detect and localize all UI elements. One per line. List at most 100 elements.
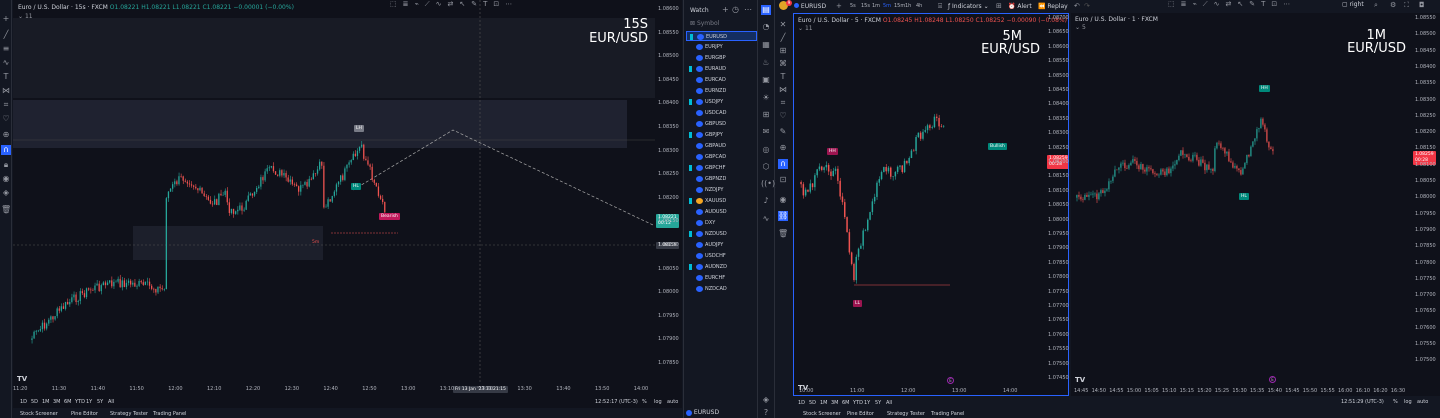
watchlist-row-eurgbp[interactable]: EURGBP (686, 53, 757, 63)
right-price-axis[interactable]: 1.08550 1.08500 1.08450 1.08400 1.08350 1.083… (1412, 13, 1440, 383)
watchlist-row-nzdjpy[interactable]: NZDJPY (686, 185, 757, 195)
range-1y[interactable]: 1Y (86, 399, 93, 405)
watchlist-row-usdcad[interactable]: USDCAD (686, 108, 757, 118)
crosshair-icon[interactable]: + (2, 14, 10, 23)
range-all[interactable]: All (886, 400, 893, 406)
r-path-icon[interactable]: ∿ (1213, 0, 1226, 8)
trend-icon[interactable]: ∿ (762, 214, 770, 223)
lock-icon[interactable]: 🔒︎ (3, 160, 9, 169)
tab-stock-screener[interactable]: Stock Screener (20, 411, 58, 417)
r-more-icon[interactable]: ⋯ (1283, 0, 1297, 8)
right-auto-toggle[interactable]: auto (1417, 399, 1429, 405)
layout-name[interactable]: ▢ right (1342, 1, 1364, 8)
draw-cursor-icon[interactable]: ↖ (459, 0, 472, 8)
alerts-sidebar-icon[interactable]: ◔ (762, 22, 770, 31)
range-3m[interactable]: 3M (53, 399, 61, 405)
timeframe-15s[interactable]: 15s (861, 3, 870, 9)
timeframe-5m[interactable]: 5m (883, 3, 892, 9)
prediction-icon[interactable]: ⋈ (2, 86, 10, 95)
watchlist-row-nzdcad[interactable]: NZDCAD (686, 284, 757, 294)
indicators-button[interactable]: ƒ Indicators ⌄ (948, 3, 989, 10)
draw-ray-icon[interactable]: ⟋ (424, 0, 436, 8)
right-time-axis[interactable]: 14:45 14:50 14:55 15:00 15:05 15:10 15:15 15:20… (1071, 386, 1412, 396)
r-fib-icon[interactable]: ≣ (1180, 0, 1193, 8)
draw-lock-icon[interactable]: ⊡ (493, 0, 506, 8)
camera-icon[interactable]: ◘ (1419, 1, 1425, 9)
watchlist-row-usdjpy[interactable]: USDJPY (686, 97, 757, 107)
streams-icon[interactable]: ⊞ (762, 110, 770, 119)
mid-trash-icon[interactable]: 🗑︎ (778, 229, 789, 238)
range-5d[interactable]: 5D (31, 399, 39, 405)
left-indicators-toggle[interactable]: ⌄ 11 (18, 13, 33, 20)
mid-indicators-toggle[interactable]: ⌄ 11 (798, 25, 813, 32)
watchlist-footer[interactable]: EURUSD (686, 409, 756, 418)
watchlist-row-eurchf[interactable]: EURCHF (686, 273, 757, 283)
mid-ruler-icon[interactable]: ⌗ (780, 98, 786, 107)
watchlist-row-gbpaud[interactable]: GBPAUD (686, 141, 757, 151)
draw-rect-icon[interactable]: ⬚ (390, 0, 403, 8)
watchlist-row-gbpcad[interactable]: GBPCAD (686, 152, 757, 162)
watchlist-row-audjpy[interactable]: AUDJPY (686, 240, 757, 250)
text-icon[interactable]: T (3, 72, 9, 81)
mid-heart-icon[interactable]: ♡ (779, 111, 787, 120)
left-time-axis[interactable]: 11:20 11:30 11:40 11:50 12:00 12:10 12:20 12:30… (13, 384, 655, 394)
mid-event-icon[interactable]: E (947, 377, 954, 384)
undo-icon[interactable]: ↶ (1074, 2, 1080, 10)
tab-stock-screener-2[interactable]: Stock Screener (803, 411, 841, 417)
chart-type-icon[interactable]: ⌸ (938, 2, 943, 10)
watchlist-row-eurnzd[interactable]: EURNZD (686, 86, 757, 96)
draw-text-icon[interactable]: T (483, 0, 494, 8)
draw-brush-icon[interactable]: ⌁ (414, 0, 425, 8)
tab-pine-editor-2[interactable]: Pine Editor (847, 411, 874, 417)
mid-magnet-icon[interactable]: ∩ (778, 159, 788, 169)
alert-button[interactable]: ⏰ Alert (1008, 3, 1032, 10)
tab-trading-panel-2[interactable]: Trading Panel (931, 411, 965, 417)
timeframe-1h[interactable]: 1h (905, 3, 912, 9)
r-eraser-icon[interactable]: ✎ (1249, 0, 1262, 8)
right-pct-toggle[interactable]: % (1393, 399, 1398, 405)
range-1y[interactable]: 1Y (864, 400, 871, 406)
range-all[interactable]: All (108, 399, 115, 405)
draw-more-icon[interactable]: ⋯ (505, 0, 519, 8)
tab-strategy-tester-2[interactable]: Strategy Tester (887, 411, 925, 417)
timeframe-1m[interactable]: 1m (872, 3, 881, 9)
layers-sidebar-icon[interactable]: ⬡ (762, 162, 770, 171)
r-text-icon[interactable]: T (1261, 0, 1272, 8)
mid-price-axis[interactable]: 1.08700 1.08650 1.08600 1.08550 1.08500 1.084… (1045, 13, 1069, 383)
right-indicators-toggle[interactable]: ⌄ 5 (1075, 24, 1086, 31)
mid-line-icon[interactable]: ╱ (780, 33, 786, 42)
notifications-icon[interactable]: ◎ (762, 145, 770, 154)
fullscreen-icon[interactable]: ⛶ (1404, 1, 1409, 9)
bell-icon[interactable]: ♪ (763, 196, 769, 205)
watchlist-more-icon[interactable]: ⋯ (744, 5, 752, 14)
watchlist-row-euraud[interactable]: EURAUD (686, 64, 757, 74)
watchlist-row-eurjpy[interactable]: EURJPY (686, 42, 757, 52)
mid-chart-pane[interactable]: Euro / U.S. Dollar · 5 · FXCM O1.08245 H… (793, 13, 1069, 396)
watchlist-row-eurusd[interactable]: EURUSD (686, 31, 757, 41)
timeframe-15m[interactable]: 15m (894, 3, 906, 9)
r-measure-icon[interactable]: ⇄ (1225, 0, 1238, 8)
range-1m[interactable]: 1M (42, 399, 50, 405)
favorite-icon[interactable]: ♡ (2, 114, 10, 123)
mid-lock-icon[interactable]: ⊡ (779, 175, 787, 184)
range-1m[interactable]: 1M (820, 400, 828, 406)
broadcast-icon[interactable]: ((•)) (761, 179, 779, 188)
watchlist-sidebar-icon[interactable]: ▤ (761, 5, 771, 15)
layers-icon[interactable]: ◈ (2, 188, 10, 197)
trendline-icon[interactable]: ╱ (3, 30, 9, 39)
mid-cross-icon[interactable]: ✕ (779, 20, 787, 29)
r-brush-icon[interactable]: ⌁ (1192, 0, 1203, 8)
left-chart-pane[interactable]: Euro / U.S. Dollar · 15s · FXCM O1.08221… (13, 0, 682, 408)
user-avatar[interactable] (779, 1, 788, 10)
tab-strategy-tester[interactable]: Strategy Tester (110, 411, 148, 417)
mid-node-icon[interactable]: ⌘ (779, 59, 787, 68)
pattern-icon[interactable]: ∿ (2, 58, 10, 67)
left-log-toggle[interactable]: log (654, 399, 662, 405)
r-ray-icon[interactable]: ⟋ (1202, 0, 1214, 8)
range-6m[interactable]: 6M (842, 400, 850, 406)
ruler-icon[interactable]: ⌗ (3, 100, 9, 109)
compare-icon[interactable]: + (836, 2, 842, 10)
watchlist-row-audusd[interactable]: AUDUSD (686, 207, 757, 217)
watchlist-row-gbpusd[interactable]: GBPUSD (686, 119, 757, 129)
mid-brush-icon[interactable]: ✎ (779, 127, 787, 136)
